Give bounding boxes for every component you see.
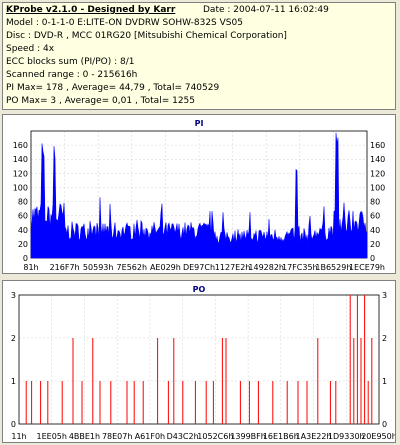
y-tick-label-right: 3 [382, 291, 387, 300]
x-tick-label: 11h [11, 432, 26, 441]
y-tick-label-right: 60 [370, 212, 380, 221]
x-tick-label: 1B6529h [315, 263, 351, 272]
y-tick-label-left: 80 [18, 198, 28, 207]
scanned-range: Scanned range : 0 - 215616h [6, 70, 138, 80]
x-tick-label: 20E950h [361, 432, 395, 441]
y-tick-label-left: 160 [13, 141, 28, 150]
y-tick-label-left: 60 [18, 212, 28, 221]
pi-chart: PI 0 0 20 20 40 40 60 60 80 80 100 100 120 120 140 140 16… [13, 119, 386, 272]
chart-title: PO [193, 285, 206, 294]
x-tick-label: 7E562h [117, 263, 147, 272]
pi-chart-panel: PI 0 0 20 20 40 40 60 60 80 80 100 100 120 120 140 140 16… [2, 114, 396, 274]
y-tick-label-right: 160 [370, 141, 385, 150]
ecc-blocks: ECC blocks sum (PI/PO) : 8/1 [6, 57, 135, 67]
y-tick-label-left: 0 [23, 254, 28, 263]
x-tick-label: 1A3E22h [296, 432, 332, 441]
x-tick-label: 1052C6h [197, 432, 233, 441]
x-tick-label: 149282h [248, 263, 284, 272]
pi-stats: PI Max= 178 , Average= 44,79 , Total= 74… [6, 83, 220, 93]
x-tick-label: 1127E2h [215, 263, 251, 272]
po-stats: PO Max= 3 , Average= 0,01 , Total= 1255 [6, 96, 195, 106]
y-tick-label-left: 3 [11, 291, 16, 300]
x-tick-label: 1D9330h [328, 432, 365, 441]
y-tick-label-right: 100 [370, 183, 385, 192]
y-tick-label-left: 1 [11, 377, 16, 386]
x-tick-label: AE029h [150, 263, 181, 272]
disc-info-panel: KProbe v2.1.0 - Designed by Karr Date : … [2, 2, 396, 110]
chart-title: PI [195, 119, 204, 128]
plot-frame [18, 294, 380, 425]
disc-type: Disc : DVD-R , MCC 01RG20 [Mitsubishi Ch… [6, 31, 287, 41]
y-tick-label-left: 20 [18, 240, 28, 249]
y-tick-label-right: 1 [382, 377, 387, 386]
y-tick-label-left: 40 [18, 226, 28, 235]
y-tick-label-left: 0 [11, 420, 16, 429]
y-tick-label-right: 140 [370, 155, 385, 164]
y-tick-label-left: 100 [13, 183, 28, 192]
y-tick-label-left: 140 [13, 155, 28, 164]
x-tick-label: 1399BFh [230, 432, 266, 441]
y-tick-label-right: 40 [370, 226, 380, 235]
scan-speed: Speed : 4x [6, 44, 55, 54]
x-tick-label: 1ECE79h [349, 263, 385, 272]
y-tick-label-right: 0 [370, 254, 375, 263]
x-tick-label: A61F0h [135, 432, 165, 441]
y-tick-label-left: 120 [13, 169, 28, 178]
x-tick-label: 17FC35h [282, 263, 318, 272]
x-tick-label: 78E07h [102, 432, 132, 441]
po-chart-panel: PO 0 0 1 1 2 2 3 3 11h 1EE05h 4BBE1h 78E07h A61F0h D43… [2, 280, 396, 443]
x-tick-label: 50593h [83, 263, 114, 272]
y-tick-label-right: 0 [382, 420, 387, 429]
x-tick-label: 16E1B6h [263, 432, 299, 441]
y-tick-label-right: 20 [370, 240, 380, 249]
pi-error-series [30, 132, 368, 259]
drive-model: Model : 0-1-1-0 E:LITE-ON DVDRW SOHW-832… [6, 18, 243, 28]
x-tick-label: 1EE05h [37, 432, 67, 441]
y-tick-label-right: 80 [370, 198, 380, 207]
x-tick-label: 81h [23, 263, 38, 272]
y-tick-label-left: 2 [11, 334, 16, 343]
y-tick-label-right: 120 [370, 169, 385, 178]
x-tick-label: 4BBE1h [69, 432, 100, 441]
x-tick-label: DE97Ch [183, 263, 215, 272]
scan-date: Date : 2004-07-11 16:02:49 [203, 5, 329, 15]
po-chart: PO 0 0 1 1 2 2 3 3 11h 1EE05h 4BBE1h 78E07h A61F0h D43… [11, 285, 395, 441]
y-tick-label-right: 2 [382, 334, 387, 343]
app-title: KProbe v2.1.0 - Designed by Karr [6, 5, 176, 15]
x-tick-label: 216F7h [50, 263, 80, 272]
x-tick-label: D43C2h [167, 432, 199, 441]
